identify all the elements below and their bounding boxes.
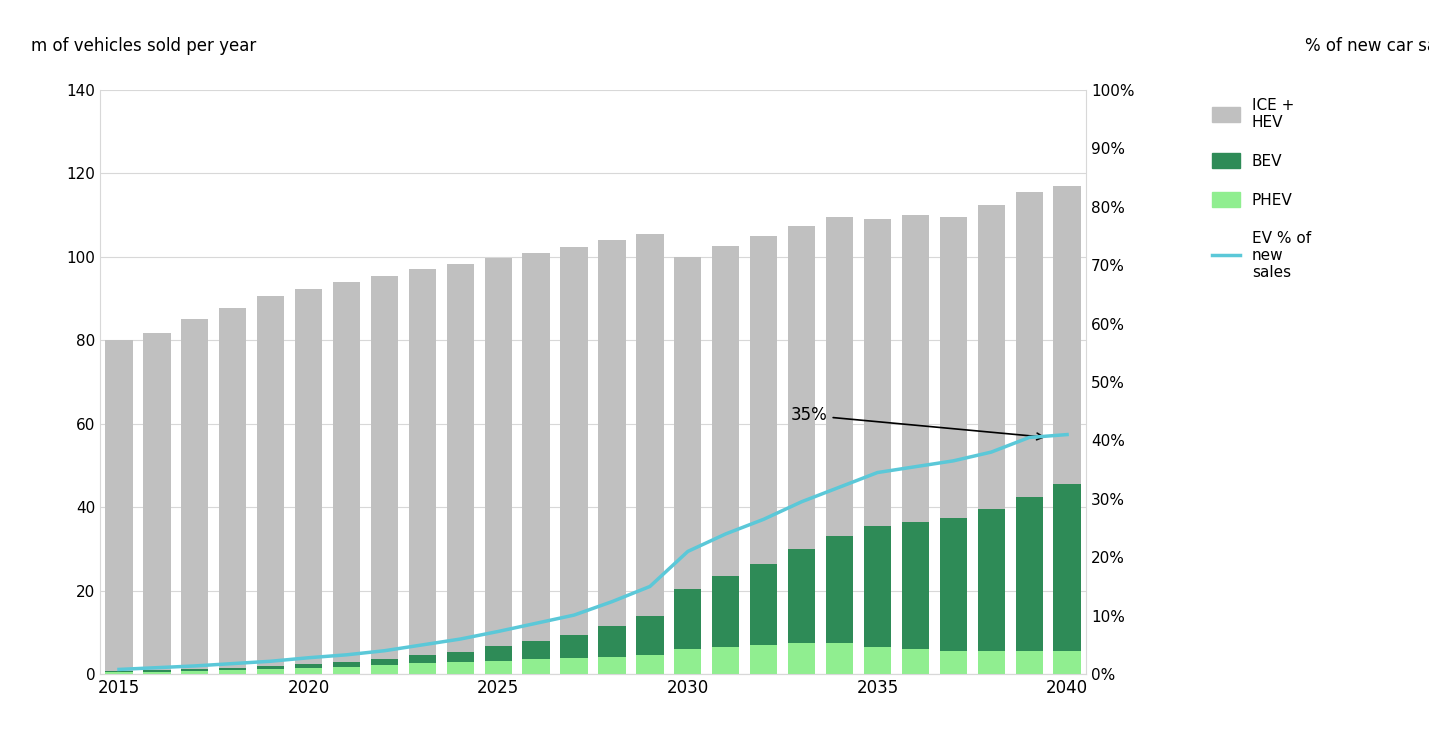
Bar	[294, 668, 323, 674]
Bar	[294, 289, 323, 674]
Bar	[1016, 651, 1043, 674]
Bar	[181, 319, 209, 674]
Bar	[787, 643, 816, 674]
Bar	[1016, 192, 1043, 674]
Bar	[863, 526, 892, 647]
Bar	[826, 643, 853, 674]
Bar	[1053, 651, 1080, 674]
Bar	[257, 669, 284, 674]
Bar	[219, 308, 246, 674]
Bar	[826, 536, 853, 643]
Bar	[560, 635, 587, 658]
Bar	[181, 669, 209, 671]
Bar	[523, 660, 550, 674]
Bar	[636, 234, 663, 674]
Bar	[409, 655, 436, 664]
Bar	[1016, 497, 1043, 651]
Bar	[484, 661, 512, 674]
Bar	[219, 670, 246, 674]
Bar	[370, 276, 399, 674]
Bar	[863, 219, 892, 674]
Bar	[447, 264, 474, 674]
Bar	[977, 204, 1005, 674]
Legend: ICE +
HEV, BEV, PHEV, EV % of
new
sales: ICE + HEV, BEV, PHEV, EV % of new sales	[1212, 97, 1310, 280]
Bar	[181, 671, 209, 674]
Bar	[1053, 186, 1080, 674]
Bar	[143, 672, 170, 674]
Bar	[599, 240, 626, 674]
Text: m of vehicles sold per year: m of vehicles sold per year	[31, 37, 256, 55]
Bar	[106, 673, 133, 674]
Bar	[447, 662, 474, 674]
Bar	[674, 649, 702, 674]
Bar	[750, 645, 777, 674]
Bar	[370, 658, 399, 665]
Bar	[1053, 485, 1080, 651]
Bar	[674, 589, 702, 649]
Bar	[333, 282, 360, 674]
Bar	[257, 666, 284, 669]
Bar	[257, 297, 284, 674]
Bar	[370, 665, 399, 674]
Text: 35%: 35%	[790, 407, 1043, 440]
Bar	[712, 576, 739, 647]
Bar	[750, 563, 777, 645]
Bar	[447, 652, 474, 662]
Bar	[712, 647, 739, 674]
Bar	[636, 616, 663, 655]
Bar	[333, 661, 360, 667]
Bar	[484, 646, 512, 661]
Bar	[636, 655, 663, 674]
Bar	[409, 270, 436, 674]
Bar	[902, 522, 929, 649]
Bar	[560, 658, 587, 674]
Bar	[787, 549, 816, 643]
Bar	[294, 664, 323, 668]
Bar	[333, 667, 360, 674]
Bar	[106, 671, 133, 673]
Bar	[712, 246, 739, 674]
Bar	[674, 257, 702, 674]
Bar	[826, 217, 853, 674]
Bar	[977, 509, 1005, 651]
Bar	[787, 225, 816, 674]
Bar	[143, 670, 170, 672]
Bar	[940, 651, 967, 674]
Bar	[409, 664, 436, 674]
Bar	[977, 651, 1005, 674]
Bar	[902, 215, 929, 674]
Bar	[599, 626, 626, 658]
Bar	[560, 247, 587, 674]
Text: % of new car sales: % of new car sales	[1305, 37, 1429, 55]
Bar	[143, 333, 170, 674]
Bar	[940, 217, 967, 674]
Bar	[599, 658, 626, 674]
Bar	[750, 236, 777, 674]
Bar	[940, 518, 967, 651]
Bar	[484, 258, 512, 674]
Bar	[523, 252, 550, 674]
Bar	[106, 340, 133, 674]
Bar	[523, 640, 550, 660]
Bar	[219, 668, 246, 670]
Bar	[902, 649, 929, 674]
Bar	[863, 647, 892, 674]
